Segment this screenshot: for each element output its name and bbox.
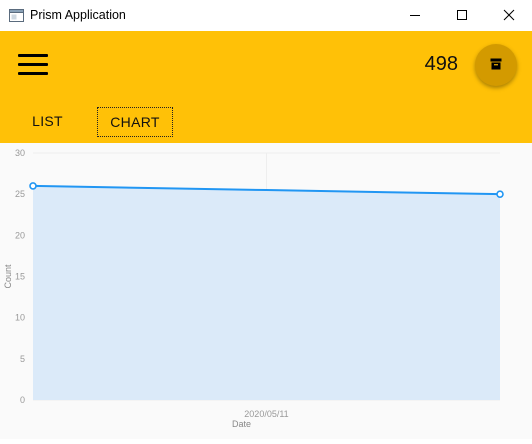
archive-button[interactable] [475, 44, 517, 86]
data-point [496, 190, 504, 198]
app-bar: 498 LIST CHART [0, 31, 532, 143]
x-tick-label: 2020/05/11 [244, 409, 288, 419]
minimize-button[interactable] [392, 0, 438, 31]
y-tick-label: 5 [20, 354, 25, 364]
maximize-icon [457, 10, 467, 20]
y-tick-label: 20 [15, 230, 25, 240]
data-point [29, 182, 37, 190]
y-tick-label: 25 [15, 189, 25, 199]
hamburger-menu-icon[interactable] [18, 54, 48, 76]
x-axis-label: Date [232, 419, 251, 429]
chart-panel: 0 5 10 15 20 25 30 2020/05/11 Date Count [0, 143, 532, 439]
y-tick-label: 30 [15, 148, 25, 158]
archive-icon [490, 58, 502, 70]
line-chart: 0 5 10 15 20 25 30 2020/05/11 Date Count [3, 148, 504, 429]
item-count: 498 [424, 53, 458, 75]
minimize-icon [410, 15, 420, 16]
app-window-icon [9, 8, 24, 23]
series-line [32, 184, 501, 196]
tab-list[interactable]: LIST [32, 113, 63, 129]
close-button[interactable] [486, 0, 532, 31]
y-axis-label: Count [3, 264, 13, 289]
title-bar: Prism Application [0, 0, 532, 31]
close-icon [503, 9, 515, 21]
maximize-button[interactable] [439, 0, 485, 31]
series-area-fill [33, 185, 500, 400]
tab-chart[interactable]: CHART [97, 107, 173, 137]
y-tick-label: 0 [20, 395, 25, 405]
y-tick-label: 15 [15, 272, 25, 282]
window-title: Prism Application [30, 8, 126, 22]
y-tick-label: 10 [15, 313, 25, 323]
